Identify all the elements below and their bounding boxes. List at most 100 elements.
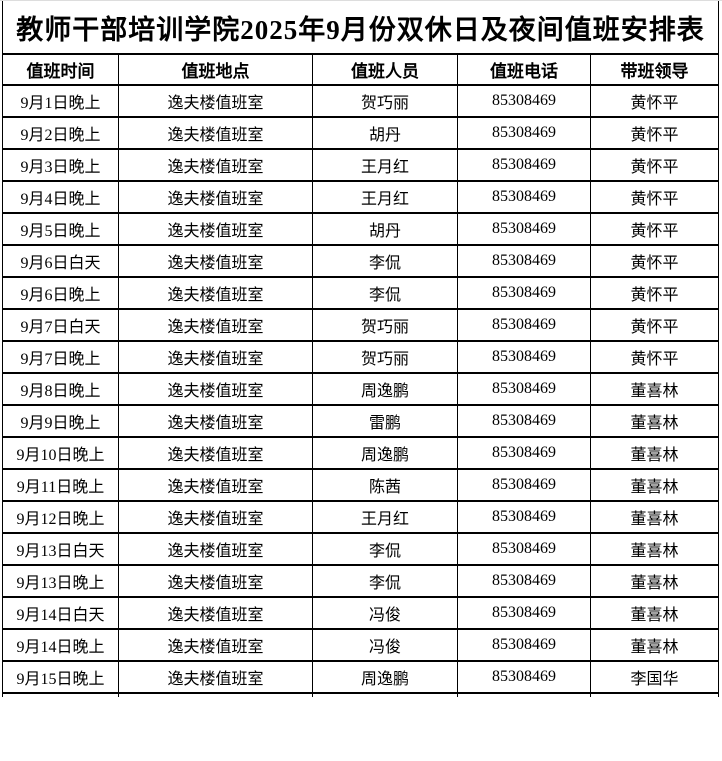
- cell-duty-person: 李侃: [312, 564, 458, 598]
- table-row: 9月5日晚上 逸夫楼值班室 胡丹 85308469 黄怀平: [2, 212, 720, 246]
- cell-duty-person: 王月红: [312, 148, 458, 182]
- table-row-partial: [2, 692, 720, 697]
- column-header-duty-phone: 值班电话: [457, 53, 591, 86]
- cell-duty-time: 9月14日晚上: [2, 628, 119, 662]
- table-row: 9月12日晚上 逸夫楼值班室 王月红 85308469 董喜林: [2, 500, 720, 534]
- table-row: 9月14日晚上 逸夫楼值班室 冯俊 85308469 董喜林: [2, 628, 720, 662]
- cell-duty-location: 逸夫楼值班室: [118, 660, 313, 694]
- cell-duty-time: 9月6日晚上: [2, 276, 119, 310]
- cell-duty-phone: 85308469: [457, 436, 591, 470]
- table-row: 9月3日晚上 逸夫楼值班室 王月红 85308469 黄怀平: [2, 148, 720, 182]
- table-row: 9月4日晚上 逸夫楼值班室 王月红 85308469 黄怀平: [2, 180, 720, 214]
- cell-duty-leader: 董喜林: [589, 596, 720, 630]
- cell-duty-time: 9月10日晚上: [2, 436, 119, 470]
- cell-duty-person: 周逸鹏: [312, 372, 458, 406]
- cell-duty-phone: 85308469: [457, 628, 591, 662]
- table-row: 9月8日晚上 逸夫楼值班室 周逸鹏 85308469 董喜林: [2, 372, 720, 406]
- table-row: 9月7日晚上 逸夫楼值班室 贺巧丽 85308469 黄怀平: [2, 340, 720, 374]
- table-row: 9月14日白天 逸夫楼值班室 冯俊 85308469 董喜林: [2, 596, 720, 630]
- cell-duty-person: 周逸鹏: [312, 436, 458, 470]
- table-row: 9月2日晚上 逸夫楼值班室 胡丹 85308469 黄怀平: [2, 116, 720, 150]
- cell-duty-person: 王月红: [312, 180, 458, 214]
- cell-duty-time: [2, 692, 119, 697]
- cell-duty-phone: 85308469: [457, 564, 591, 598]
- cell-duty-location: 逸夫楼值班室: [118, 180, 313, 214]
- cell-duty-person: 雷鹏: [312, 404, 458, 438]
- duty-schedule-document: 教师干部培训学院2025年9月份双休日及夜间值班安排表 值班时间 值班地点 值班…: [1, 1, 720, 697]
- cell-duty-leader: 董喜林: [589, 436, 720, 470]
- cell-duty-person: 李侃: [312, 276, 458, 310]
- column-header-duty-time: 值班时间: [2, 53, 119, 86]
- cell-duty-person: 李侃: [312, 532, 458, 566]
- cell-duty-time: 9月8日晚上: [2, 372, 119, 406]
- cell-duty-leader: 黄怀平: [589, 148, 720, 182]
- cell-duty-phone: 85308469: [457, 308, 591, 342]
- cell-duty-phone: 85308469: [457, 116, 591, 150]
- page-title: 教师干部培训学院2025年9月份双休日及夜间值班安排表: [1, 1, 720, 55]
- cell-duty-phone: 85308469: [457, 372, 591, 406]
- table-row: 9月7日白天 逸夫楼值班室 贺巧丽 85308469 黄怀平: [2, 308, 720, 342]
- column-header-duty-location: 值班地点: [118, 53, 313, 86]
- cell-duty-leader: 董喜林: [589, 404, 720, 438]
- cell-duty-time: 9月13日白天: [2, 532, 119, 566]
- cell-duty-leader: 董喜林: [589, 372, 720, 406]
- cell-duty-location: 逸夫楼值班室: [118, 84, 313, 118]
- cell-duty-time: 9月14日白天: [2, 596, 119, 630]
- cell-duty-leader: 黄怀平: [589, 340, 720, 374]
- cell-duty-person: 贺巧丽: [312, 84, 458, 118]
- cell-duty-person: 胡丹: [312, 212, 458, 246]
- cell-duty-location: 逸夫楼值班室: [118, 212, 313, 246]
- window-top-edge: [0, 0, 722, 1]
- cell-duty-location: 逸夫楼值班室: [118, 564, 313, 598]
- cell-duty-phone: 85308469: [457, 468, 591, 502]
- cell-duty-time: 9月6日白天: [2, 244, 119, 278]
- cell-duty-person: 陈茜: [312, 468, 458, 502]
- table-row: 9月1日晚上 逸夫楼值班室 贺巧丽 85308469 黄怀平: [2, 84, 720, 118]
- cell-duty-phone: 85308469: [457, 84, 591, 118]
- cell-duty-person: 贺巧丽: [312, 340, 458, 374]
- cell-duty-leader: 黄怀平: [589, 84, 720, 118]
- cell-duty-location: [118, 692, 313, 697]
- table-row: 9月10日晚上 逸夫楼值班室 周逸鹏 85308469 董喜林: [2, 436, 720, 470]
- cell-duty-person: 周逸鹏: [312, 660, 458, 694]
- cell-duty-location: 逸夫楼值班室: [118, 308, 313, 342]
- table-row: 9月11日晚上 逸夫楼值班室 陈茜 85308469 董喜林: [2, 468, 720, 502]
- table-row: 9月15日晚上 逸夫楼值班室 周逸鹏 85308469 李国华: [2, 660, 720, 694]
- cell-duty-leader: [589, 692, 720, 697]
- cell-duty-phone: 85308469: [457, 532, 591, 566]
- cell-duty-leader: 黄怀平: [589, 244, 720, 278]
- cell-duty-leader: 黄怀平: [589, 308, 720, 342]
- cell-duty-person: [312, 692, 458, 697]
- cell-duty-location: 逸夫楼值班室: [118, 628, 313, 662]
- cell-duty-phone: 85308469: [457, 596, 591, 630]
- cell-duty-time: 9月9日晚上: [2, 404, 119, 438]
- cell-duty-phone: [457, 692, 591, 697]
- cell-duty-person: 冯俊: [312, 628, 458, 662]
- cell-duty-time: 9月3日晚上: [2, 148, 119, 182]
- cell-duty-location: 逸夫楼值班室: [118, 148, 313, 182]
- cell-duty-location: 逸夫楼值班室: [118, 596, 313, 630]
- cell-duty-person: 李侃: [312, 244, 458, 278]
- cell-duty-person: 王月红: [312, 500, 458, 534]
- cell-duty-phone: 85308469: [457, 276, 591, 310]
- cell-duty-phone: 85308469: [457, 340, 591, 374]
- cell-duty-leader: 董喜林: [589, 532, 720, 566]
- cell-duty-person: 冯俊: [312, 596, 458, 630]
- cell-duty-phone: 85308469: [457, 148, 591, 182]
- cell-duty-leader: 董喜林: [589, 628, 720, 662]
- duty-table-body: 9月1日晚上 逸夫楼值班室 贺巧丽 85308469 黄怀平 9月2日晚上 逸夫…: [2, 84, 720, 697]
- cell-duty-phone: 85308469: [457, 660, 591, 694]
- cell-duty-leader: 董喜林: [589, 468, 720, 502]
- table-row: 9月9日晚上 逸夫楼值班室 雷鹏 85308469 董喜林: [2, 404, 720, 438]
- cell-duty-time: 9月7日白天: [2, 308, 119, 342]
- cell-duty-time: 9月1日晚上: [2, 84, 119, 118]
- cell-duty-phone: 85308469: [457, 404, 591, 438]
- cell-duty-phone: 85308469: [457, 500, 591, 534]
- table-row: 9月6日晚上 逸夫楼值班室 李侃 85308469 黄怀平: [2, 276, 720, 310]
- cell-duty-phone: 85308469: [457, 212, 591, 246]
- cell-duty-time: 9月5日晚上: [2, 212, 119, 246]
- cell-duty-location: 逸夫楼值班室: [118, 116, 313, 150]
- cell-duty-location: 逸夫楼值班室: [118, 340, 313, 374]
- cell-duty-location: 逸夫楼值班室: [118, 276, 313, 310]
- cell-duty-location: 逸夫楼值班室: [118, 404, 313, 438]
